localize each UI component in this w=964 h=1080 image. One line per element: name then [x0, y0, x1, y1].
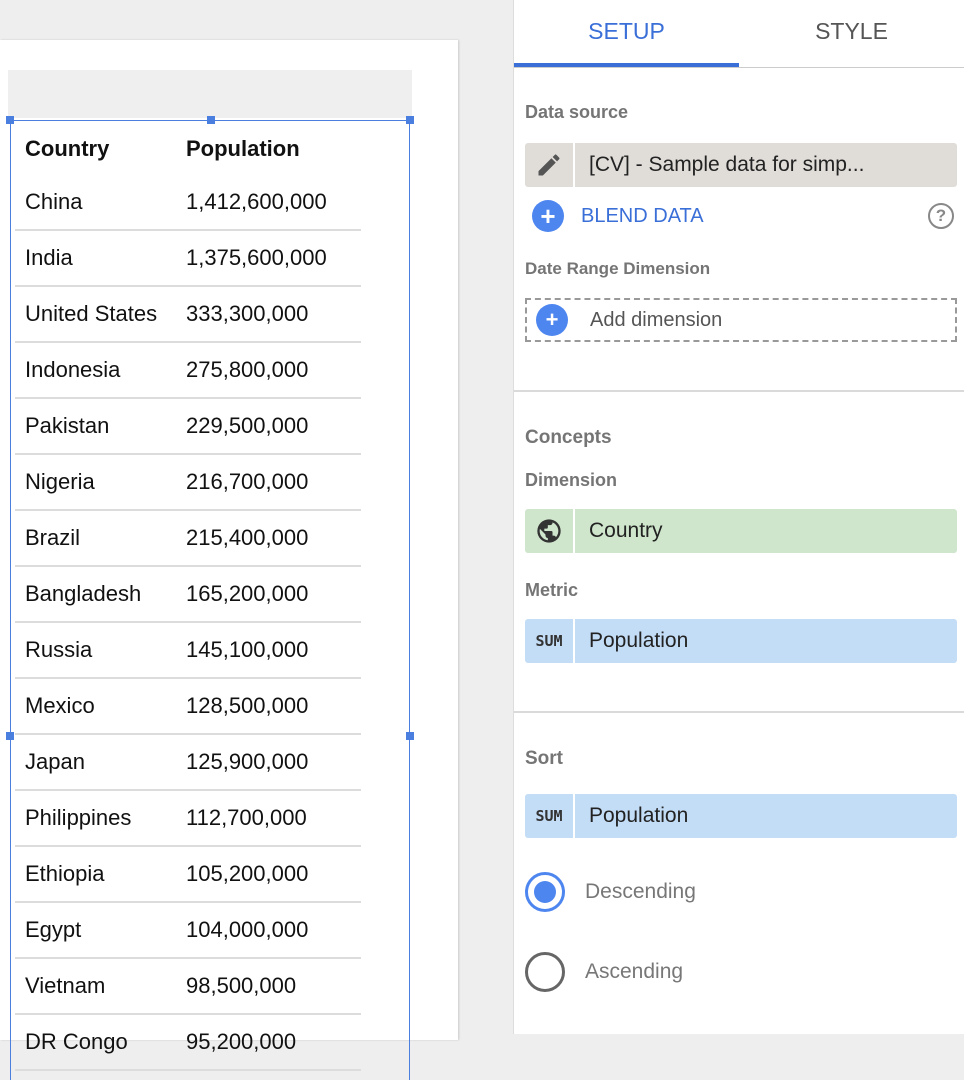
country-cell: Japan: [25, 749, 85, 774]
sort-chip[interactable]: SUM Population: [525, 794, 957, 838]
date-range-dimension-label: Date Range Dimension: [525, 259, 711, 278]
globe-icon: [525, 509, 575, 553]
population-cell: 98,500,000: [186, 973, 297, 998]
country-cell: Vietnam: [25, 973, 106, 998]
table-row: Russia 145,100,000: [15, 623, 361, 679]
population-cell: 104,000,000: [186, 917, 309, 942]
country-cell: Nigeria: [25, 469, 95, 494]
country-cell: Russia: [25, 637, 93, 662]
population-cell: 229,500,000: [186, 413, 309, 438]
table-row: Bangladesh 165,200,000: [15, 567, 361, 623]
divider: [514, 711, 964, 713]
column-header-country[interactable]: Country: [25, 136, 110, 161]
country-cell: China: [25, 189, 83, 214]
population-cell: 112,700,000: [186, 805, 307, 830]
resize-handle[interactable]: [207, 116, 215, 124]
country-cell: Ethiopia: [25, 861, 105, 886]
table-row: Mexico 128,500,000: [15, 679, 361, 735]
population-cell: 1,412,600,000: [186, 189, 327, 214]
country-cell: United States: [25, 301, 158, 326]
table-row: Nigeria 216,700,000: [15, 455, 361, 511]
aggregation-sum[interactable]: SUM: [525, 794, 575, 838]
population-cell: 128,500,000: [186, 693, 309, 718]
tab-style[interactable]: STYLE: [815, 18, 888, 44]
metric-label: Metric: [525, 580, 579, 600]
column-header-population[interactable]: Population: [186, 136, 300, 161]
country-cell: Brazil: [25, 525, 81, 550]
table-row: China 1,412,600,000: [15, 175, 361, 231]
panel-tabs: SETUP STYLE: [514, 0, 964, 68]
metric-field: Population: [589, 629, 689, 652]
dimension-chip[interactable]: Country: [525, 509, 957, 553]
plus-icon: +: [536, 304, 568, 336]
report-canvas: Country Population China 1,412,600,000 Ind…: [0, 40, 458, 1080]
country-cell: Philippines: [25, 805, 132, 830]
help-icon[interactable]: ?: [928, 203, 954, 229]
population-cell: 165,200,000: [186, 581, 309, 606]
data-source-name: [CV] - Sample data for simp...: [589, 153, 865, 176]
table-row: Philippines 112,700,000: [15, 791, 361, 847]
radio-ascending[interactable]: [525, 952, 565, 992]
tab-setup[interactable]: SETUP: [514, 0, 739, 67]
country-cell: DR Congo: [25, 1029, 128, 1054]
table-header-bar: [8, 70, 412, 118]
ascending-label[interactable]: Ascending: [585, 960, 684, 983]
blend-data-button[interactable]: + BLEND DATA: [532, 200, 704, 232]
resize-handle[interactable]: [406, 116, 414, 124]
population-cell: 95,200,000: [186, 1029, 297, 1054]
add-dimension-label: Add dimension: [590, 308, 723, 331]
pencil-icon[interactable]: [525, 143, 575, 187]
sort-label: Sort: [525, 748, 563, 769]
table-chart-selected[interactable]: Country Population China 1,412,600,000 Ind…: [6, 116, 414, 1080]
dimension-label: Dimension: [525, 470, 618, 490]
radio-descending[interactable]: [525, 872, 565, 912]
metric-chip[interactable]: SUM Population: [525, 619, 957, 663]
table-header-row: Country Population: [15, 121, 361, 175]
population-cell: 1,375,600,000: [186, 245, 327, 270]
population-cell: 215,400,000: [186, 525, 309, 550]
data-source-label: Data source: [525, 102, 629, 122]
data-source-chip[interactable]: [CV] - Sample data for simp...: [525, 143, 957, 187]
population-cell: 125,900,000: [186, 749, 309, 774]
table-row: Brazil 215,400,000: [15, 511, 361, 567]
divider: [514, 390, 964, 392]
table-row: India 1,375,600,000: [15, 231, 361, 287]
resize-handle[interactable]: [6, 732, 14, 740]
blend-data-label: BLEND DATA: [581, 204, 704, 227]
country-cell: Bangladesh: [25, 581, 142, 606]
resize-handle[interactable]: [406, 732, 414, 740]
concepts-label: Concepts: [525, 427, 612, 448]
country-cell: India: [25, 245, 73, 270]
population-cell: 216,700,000: [186, 469, 309, 494]
country-cell: Mexico: [25, 693, 95, 718]
dimension-field: Country: [589, 519, 663, 542]
table-row: Pakistan 229,500,000: [15, 399, 361, 455]
table-row: Egypt 104,000,000: [15, 903, 361, 959]
table-row: DR Congo 95,200,000: [15, 1015, 361, 1071]
country-cell: Indonesia: [25, 357, 121, 382]
add-dimension-button[interactable]: + Add dimension: [525, 298, 957, 342]
table-row: Indonesia 275,800,000: [15, 343, 361, 399]
descending-label[interactable]: Descending: [585, 880, 696, 903]
sort-field: Population: [589, 804, 689, 827]
table-row: Japan 125,900,000: [15, 735, 361, 791]
population-cell: 333,300,000: [186, 301, 309, 326]
resize-handle[interactable]: [6, 116, 14, 124]
data-table: Country Population China 1,412,600,000 Ind…: [15, 121, 361, 1071]
population-cell: 105,200,000: [186, 861, 309, 886]
report-page: Country Population China 1,412,600,000 Ind…: [0, 40, 458, 1080]
country-cell: Egypt: [25, 917, 82, 942]
country-cell: Pakistan: [25, 413, 110, 438]
aggregation-sum[interactable]: SUM: [525, 619, 575, 663]
properties-panel: SETUP STYLE Data source [CV] - Sample da…: [513, 0, 964, 1034]
population-cell: 145,100,000: [186, 637, 309, 662]
population-cell: 275,800,000: [186, 357, 309, 382]
table-row: United States 333,300,000: [15, 287, 361, 343]
plus-icon: +: [532, 200, 564, 232]
table-row: Vietnam 98,500,000: [15, 959, 361, 1015]
table-row: Ethiopia 105,200,000: [15, 847, 361, 903]
